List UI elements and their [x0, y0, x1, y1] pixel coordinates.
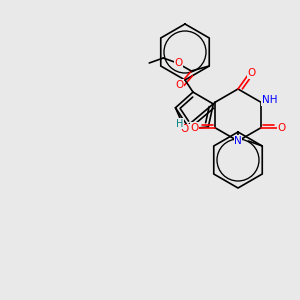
Text: NH: NH [262, 95, 277, 105]
Text: O: O [175, 80, 183, 90]
Text: N: N [234, 136, 242, 146]
Text: H: H [176, 119, 183, 129]
Text: O: O [278, 123, 286, 133]
Text: O: O [174, 58, 182, 68]
Text: O: O [248, 68, 256, 78]
Text: O: O [181, 124, 189, 134]
Text: O: O [190, 123, 199, 133]
